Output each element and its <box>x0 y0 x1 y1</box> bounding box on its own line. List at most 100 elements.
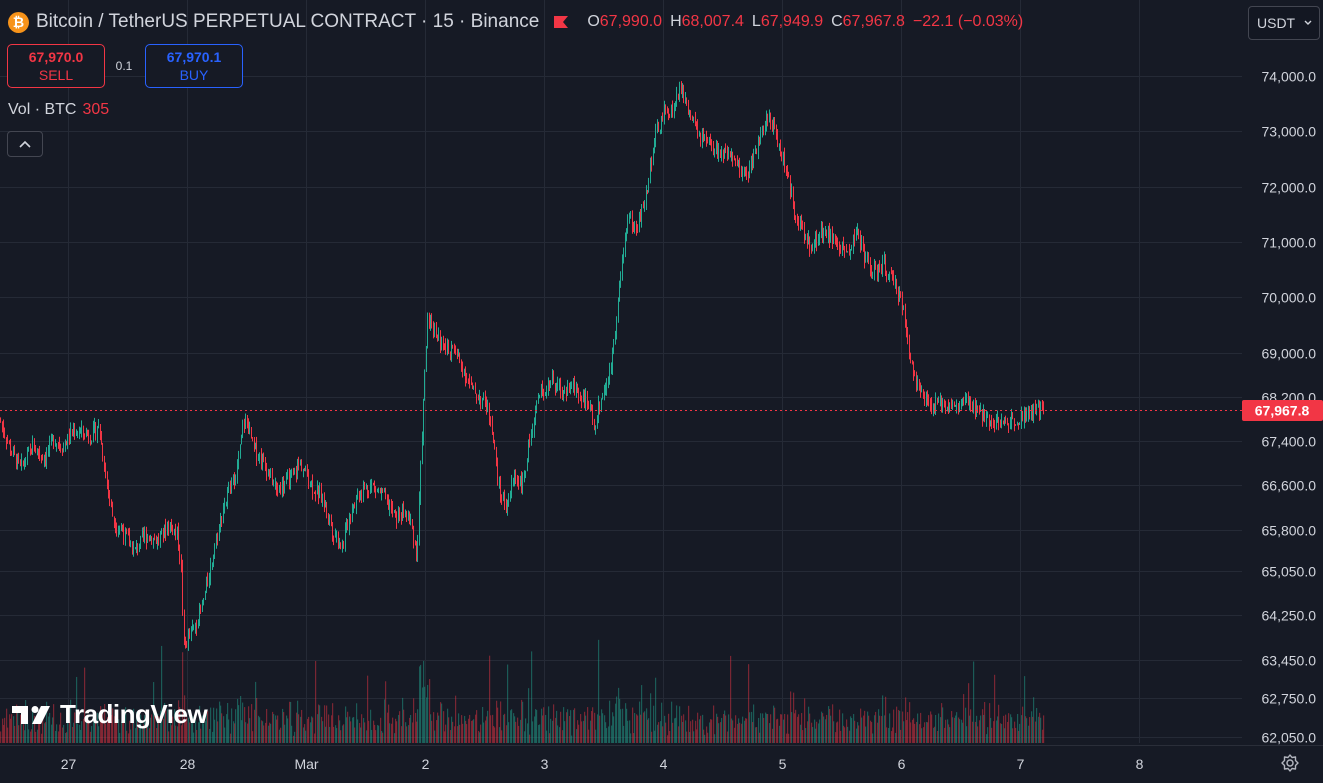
time-axis-label: 4 <box>660 756 668 772</box>
symbol-title[interactable]: Bitcoin / TetherUS PERPETUAL CONTRACT · … <box>36 11 540 32</box>
volume-bar <box>660 721 662 743</box>
volume-bar <box>786 733 788 743</box>
volume-bar <box>928 715 930 743</box>
volume-bar <box>802 730 804 743</box>
volume-bar <box>196 729 198 743</box>
volume-bar <box>864 710 866 743</box>
volume-bar <box>325 726 327 743</box>
volume-bar <box>496 700 498 743</box>
volume-bar <box>752 722 754 743</box>
candle-body <box>787 168 788 175</box>
volume-bar <box>94 719 96 743</box>
candle-body <box>445 344 446 349</box>
candle-body <box>112 503 113 517</box>
candle-body <box>35 451 36 453</box>
candle-body <box>539 395 540 398</box>
candle-body <box>415 544 416 546</box>
candle-body <box>802 222 803 227</box>
volume-bar <box>795 709 797 743</box>
candle-body <box>364 486 365 489</box>
candle-body <box>464 370 465 375</box>
volume-bar <box>535 709 537 743</box>
volume-bar <box>149 728 151 743</box>
volume-bar <box>56 724 58 743</box>
candle-body <box>427 319 428 348</box>
candle-body <box>269 469 270 478</box>
candle-body <box>858 228 859 237</box>
volume-bar <box>317 714 319 743</box>
candle-body <box>395 512 396 514</box>
candle-body <box>762 127 763 130</box>
volume-bar <box>18 725 20 743</box>
volume-bar <box>454 726 456 743</box>
volume-bar <box>224 727 226 743</box>
candle-body <box>324 493 325 505</box>
candle-body <box>531 435 532 442</box>
candle-body <box>608 383 609 385</box>
candle-body <box>300 461 301 465</box>
candle-body <box>517 477 518 480</box>
volume-legend[interactable]: Vol · BTC 305 <box>8 101 109 119</box>
volume-bar <box>923 727 925 743</box>
candle-body <box>699 132 700 137</box>
currency-select[interactable]: USDT <box>1248 6 1320 40</box>
collapse-button[interactable] <box>7 131 43 157</box>
candle-body <box>625 236 626 252</box>
volume-bar <box>350 721 352 743</box>
volume-bar <box>20 714 22 743</box>
candle-body <box>196 626 197 629</box>
volume-bar <box>336 728 338 743</box>
volume-bar <box>256 697 258 743</box>
volume-bar <box>24 730 26 743</box>
candle-body <box>1039 406 1040 414</box>
candle-body <box>527 462 528 471</box>
volume-bar <box>566 712 568 743</box>
candle-body <box>48 450 49 452</box>
chart-settings-button[interactable] <box>1279 752 1301 774</box>
volume-bar <box>872 733 874 743</box>
volume-bar <box>770 714 772 743</box>
volume-bar <box>375 730 377 743</box>
volume-bar <box>251 704 253 743</box>
candle-body <box>181 560 182 567</box>
candle-body <box>226 501 227 505</box>
candle-body <box>251 427 252 439</box>
volume-bar <box>65 732 67 743</box>
candle-body <box>780 143 781 155</box>
volume-bar <box>245 722 247 743</box>
candle-body <box>129 535 130 547</box>
volume-bar <box>888 728 890 743</box>
volume-bar <box>1018 730 1020 743</box>
candle-body <box>688 100 689 112</box>
volume-bar <box>800 724 802 743</box>
candle-body <box>74 430 75 436</box>
sell-button[interactable]: 67,970.0 SELL <box>7 44 105 88</box>
candle-body <box>56 443 57 445</box>
candle-body <box>154 538 155 540</box>
candle-body <box>658 126 659 131</box>
volume-bar <box>809 713 811 743</box>
tradingview-logo[interactable]: TradingView <box>10 699 208 730</box>
volume-bar <box>209 728 211 743</box>
volume-bar <box>637 715 639 743</box>
candle-body <box>130 545 131 547</box>
volume-bar <box>898 709 900 743</box>
candle-body <box>143 533 144 538</box>
flag-icon[interactable] <box>553 15 569 29</box>
candle-body <box>689 110 690 112</box>
candle-body <box>553 375 554 384</box>
candle-body <box>284 483 285 490</box>
candle-body <box>30 448 31 450</box>
candle-body <box>10 443 11 454</box>
candle-body <box>76 433 77 436</box>
candle-body <box>902 297 903 310</box>
volume-bar <box>777 718 779 743</box>
candle-body <box>235 479 236 484</box>
candle-body <box>66 443 67 446</box>
volume-bar <box>268 725 270 743</box>
candle-body <box>611 367 612 371</box>
buy-button[interactable]: 67,970.1 BUY <box>145 44 243 88</box>
volume-bar <box>1040 717 1042 743</box>
buy-label: BUY <box>179 67 209 83</box>
